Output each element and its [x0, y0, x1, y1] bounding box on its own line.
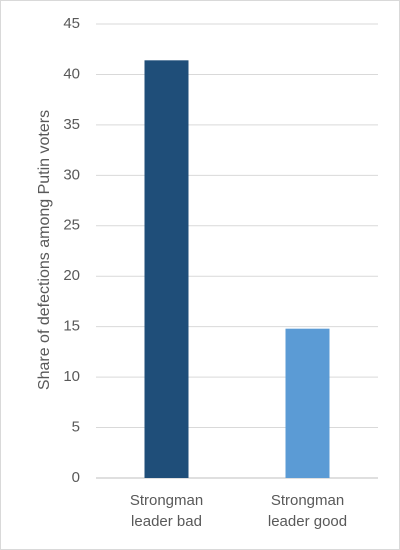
- y-tick-label: 25: [63, 217, 80, 234]
- y-tick-label: 20: [63, 267, 80, 284]
- y-tick-label: 45: [63, 15, 80, 32]
- y-tick-label: 5: [72, 419, 80, 436]
- y-tick-label: 30: [63, 166, 80, 183]
- y-tick-label: 0: [72, 469, 80, 486]
- y-axis-label: Share of defections among Putin voters: [36, 110, 53, 390]
- y-tick-label: 35: [63, 116, 80, 133]
- bar: [285, 328, 330, 478]
- bar: [144, 60, 189, 478]
- y-tick-label: 15: [63, 318, 80, 335]
- x-tick-label: Strongman leader good: [267, 492, 348, 530]
- y-tick-label: 10: [63, 368, 80, 385]
- x-tick-label: Strongman leader bad: [129, 492, 204, 530]
- y-tick-label: 40: [63, 65, 80, 82]
